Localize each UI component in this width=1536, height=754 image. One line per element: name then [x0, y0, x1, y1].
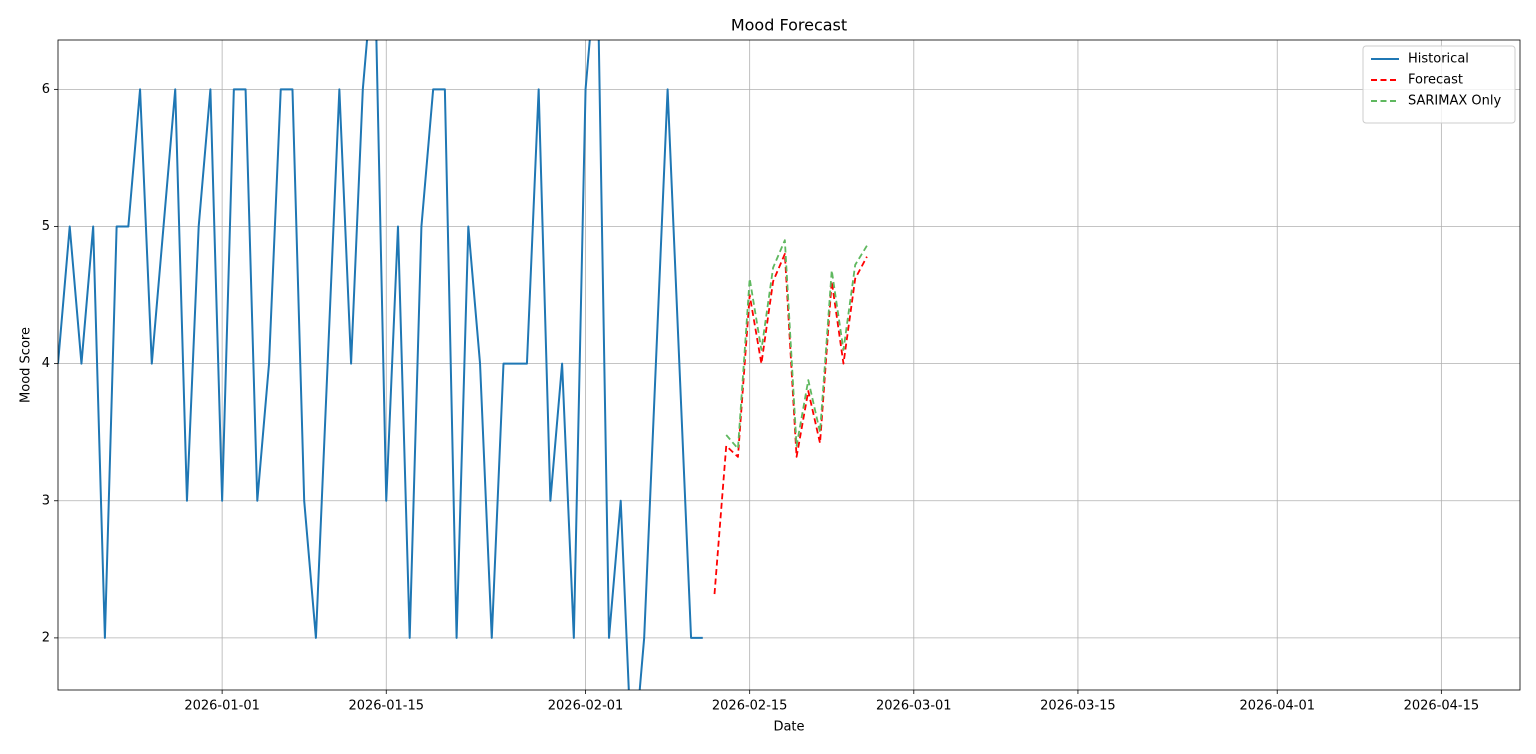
series-line [713, 253, 868, 595]
legend: Historical Forecast SARIMAX Only [1362, 45, 1516, 124]
x-tick-label: 2026-01-01 [184, 699, 260, 714]
legend-label: Historical [1408, 52, 1469, 67]
legend-label: Forecast [1408, 73, 1463, 88]
y-tick-label: 2 [42, 630, 50, 645]
series-line [58, 40, 703, 690]
x-tick-label: 2026-03-01 [876, 699, 952, 714]
plot-lines [58, 40, 868, 690]
grid [54, 40, 1520, 694]
y-tick-label: 4 [42, 356, 50, 371]
y-tick-label: 5 [42, 219, 50, 234]
legend-label: SARIMAX Only [1408, 94, 1501, 109]
x-tick-label: 2026-04-15 [1404, 699, 1480, 714]
legend-box [1362, 45, 1516, 124]
x-tick-label: 2026-02-01 [548, 699, 624, 714]
x-tick-label: 2026-04-01 [1239, 699, 1315, 714]
y-tick-label: 6 [42, 82, 50, 97]
x-tick-label: 2026-01-15 [348, 699, 424, 714]
chart-title: Mood Forecast [731, 16, 847, 35]
x-tick-label: 2026-02-15 [712, 699, 788, 714]
series-line [725, 239, 868, 450]
x-tick-label: 2026-03-15 [1040, 699, 1116, 714]
y-axis-label: Mood Score [19, 327, 34, 403]
y-tick-label: 3 [42, 493, 50, 508]
x-axis-label: Date [773, 720, 804, 735]
plot-frame [57, 39, 1521, 691]
